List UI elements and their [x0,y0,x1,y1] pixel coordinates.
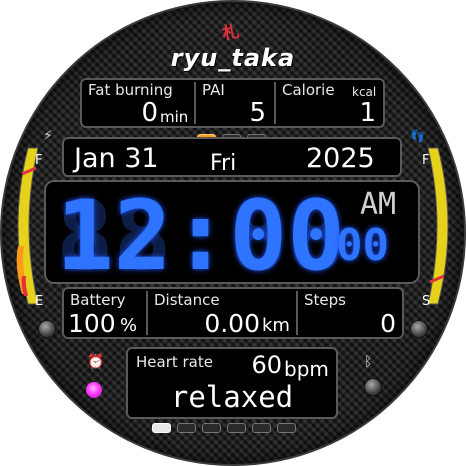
distance-label: Distance [154,291,220,309]
fat-burning-unit: min [160,108,189,126]
alarm-indicator[interactable] [86,382,102,398]
bluetooth-knob[interactable] [364,378,382,396]
left-gauge-top-label: F [35,153,43,168]
heart-rate-status: relaxed [170,380,294,414]
page-dot[interactable] [277,423,296,433]
calorie-value: 1 [359,98,376,128]
battery-label: Battery [70,291,126,309]
calorie-label: Calorie [282,81,335,99]
right-gauge-top-label: F [422,153,430,168]
steps-value: 0 [380,309,396,338]
heart-rate-value: 60 [251,351,282,379]
page-dot[interactable] [177,423,196,433]
footprints-icon: 👣 [410,129,425,143]
heart-rate-panel[interactable]: Heart rate 60 bpm relaxed [126,347,338,419]
page-dot[interactable] [227,423,246,433]
page-dot[interactable] [202,423,221,433]
date-year: 2025 [306,143,375,174]
distance-value: 0.00 [204,309,260,338]
bottom-stats-panel: Battery 100 % Distance 0.00 km Steps 0 [62,287,404,339]
right-knob[interactable] [410,320,428,338]
battery-value: 100 [68,309,116,338]
left-fuel-gauge[interactable] [6,146,40,306]
battery-unit: % [120,315,138,336]
date-weekday: Fri [210,151,237,176]
fat-burning-value: 0 [141,98,158,128]
date-panel[interactable]: Jan 31 Fri 2025 [62,137,402,177]
left-knob[interactable] [38,320,56,338]
heart-rate-label: Heart rate [136,353,213,371]
time-panel: 88:88 12:00 00 AM [44,180,420,292]
pai-label: PAI [202,81,225,99]
steps-label: Steps [304,291,346,309]
time-seconds: 00 [336,220,389,271]
brand-name: ryu_taka [170,44,296,72]
right-fuel-gauge[interactable] [426,146,460,306]
bluetooth-icon: ᛒ [364,354,373,370]
alarm-clock-icon: ⏰ [87,354,105,370]
fat-burning-label: Fat burning [88,81,173,99]
time-ampm: AM [360,187,397,222]
date-month-day: Jan 31 [74,143,159,174]
heart-rate-unit: bpm [284,357,329,381]
time-hours-minutes: 12:00 [56,180,345,292]
distance-unit: km [262,315,290,336]
brand-logo-mark: 札 [220,21,242,45]
time-ghost-digits: 88:88 [56,180,345,292]
pai-value: 5 [249,98,266,128]
left-gauge-bottom-label: E [35,294,44,309]
top-stats-panel: Fat burning 0 min PAI 5 Calorie kcal 1 [80,78,385,128]
lightning-icon: ⚡ [43,128,53,144]
page-dot-active[interactable] [152,423,171,433]
calorie-unit: kcal [352,85,377,99]
right-gauge-bottom-label: S [422,294,431,309]
page-dot[interactable] [252,423,271,433]
